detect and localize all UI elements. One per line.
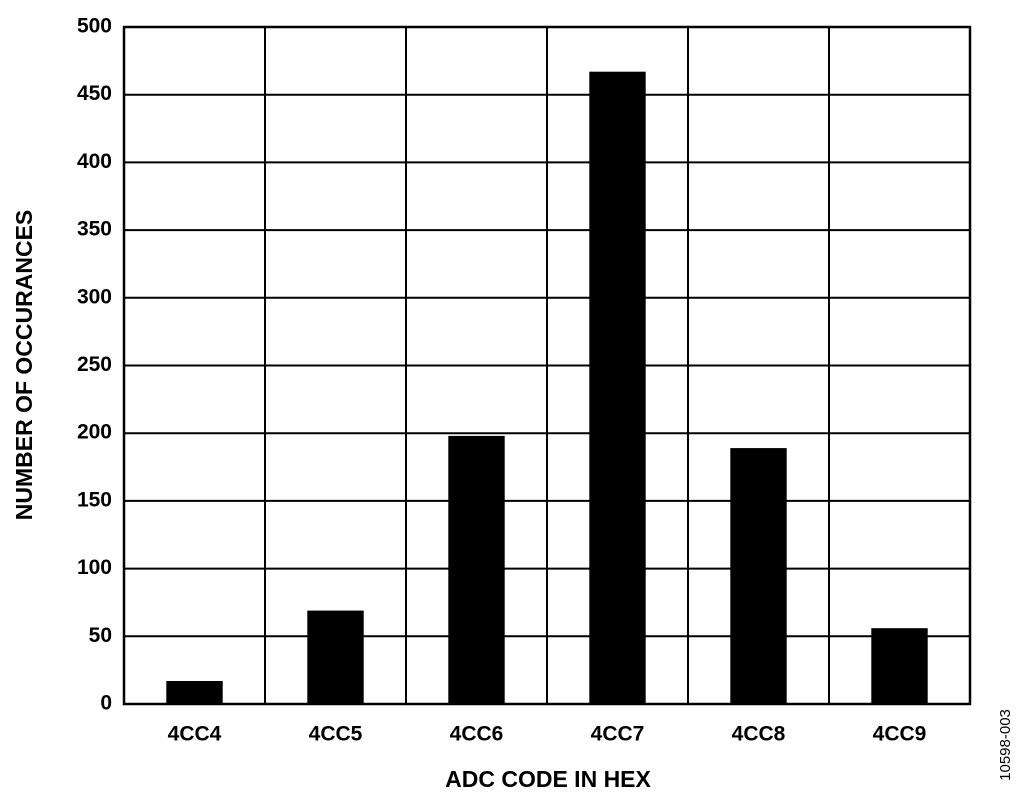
y-tick-label: 350 [77, 218, 112, 241]
x-axis-title: ADC CODE IN HEX [445, 766, 651, 792]
y-tick-label: 150 [77, 488, 112, 511]
y-tick-label: 200 [77, 421, 112, 444]
bar [871, 628, 928, 704]
y-axis-title: NUMBER OF OCCURANCES [11, 210, 37, 521]
y-tick-label: 500 [77, 15, 112, 38]
x-tick-label: 4CC9 [873, 723, 927, 746]
x-tick-label: 4CC4 [168, 723, 222, 746]
plot-frame [122, 25, 972, 706]
bar [166, 680, 223, 704]
x-tick-label: 4CC5 [309, 723, 363, 746]
bar [307, 610, 364, 704]
bar [448, 435, 505, 704]
bar [589, 71, 646, 704]
bar [730, 448, 787, 704]
y-tick-label: 50 [89, 624, 112, 647]
x-tick-label: 4CC8 [732, 723, 786, 746]
y-tick-label: 250 [77, 353, 112, 376]
figure-id: 10598-003 [997, 709, 1014, 781]
x-tick-label: 4CC6 [450, 723, 504, 746]
x-tick-label: 4CC7 [591, 723, 645, 746]
y-tick-label: 0 [100, 692, 112, 715]
y-tick-label: 300 [77, 285, 112, 308]
y-tick-label: 100 [77, 556, 112, 579]
y-tick-label: 400 [77, 150, 112, 173]
y-tick-label: 450 [77, 82, 112, 105]
